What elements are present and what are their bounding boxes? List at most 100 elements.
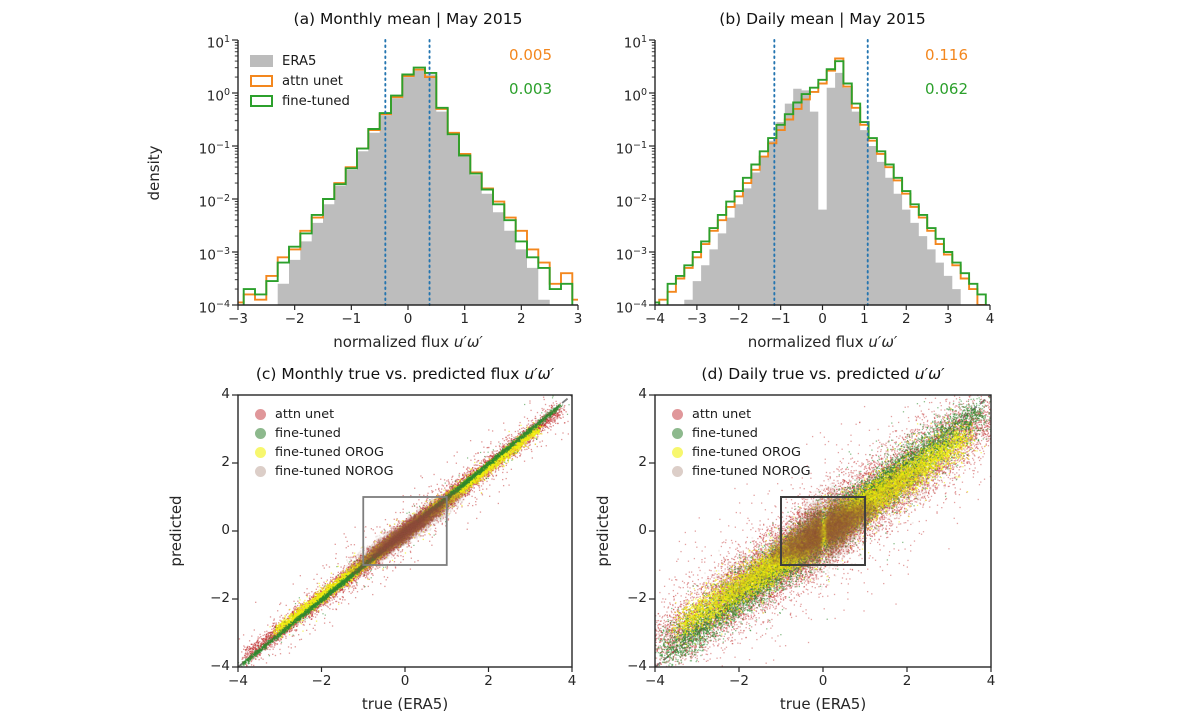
x-tick-label: 4 [985, 311, 995, 327]
axes-overlay [232, 394, 573, 672]
y-tick-label: 100 [623, 87, 647, 105]
legend-label: attn unet [692, 407, 752, 422]
legend-item-attn-unet: attn unet [255, 405, 394, 424]
x-tick-label: 3 [943, 311, 953, 327]
legend-item-attn-unet: attn unet [250, 71, 350, 91]
x-tick-label: −4 [645, 673, 665, 689]
x-tick-label: −2 [284, 311, 305, 327]
scatter-canvas-daily [655, 395, 991, 667]
y-tick-label: −4 [627, 658, 647, 674]
fine-tuned-dot [672, 428, 683, 439]
panel-title: (a) Monthly mean | May 2015 [293, 10, 523, 28]
x-tick-label: 4 [567, 673, 577, 689]
fine-tuned-swatch [250, 95, 273, 107]
panel-daily-scatter: (d) Daily true vs. predicted u′ω′ predic… [594, 365, 995, 713]
density-plot-monthly [232, 39, 579, 310]
legend: attn unet fine-tuned fine-tuned OROG fin… [672, 405, 811, 481]
y-tick-label: 2 [638, 454, 647, 470]
legend-label: fine-tuned [692, 426, 758, 441]
y-tick-label: −2 [627, 590, 647, 606]
x-tick-label: 2 [901, 311, 911, 327]
axes-overlay [649, 394, 992, 672]
y-tick-label: 10−2 [615, 193, 647, 211]
x-tick-label: 3 [573, 311, 583, 327]
y-tick-label: 10−3 [198, 246, 230, 264]
y-tick-label: 4 [638, 386, 647, 402]
x-tick-label: 1 [460, 311, 469, 327]
legend-label: ERA5 [282, 53, 317, 69]
x-tick-label: −1 [770, 311, 791, 327]
x-axis-label: true (ERA5) [779, 695, 867, 713]
panel-monthly-density: (a) Monthly mean | May 2015 density norm… [145, 10, 582, 351]
fine-tuned-dot [255, 428, 266, 439]
y-tick-label: 10−3 [615, 246, 647, 264]
x-axis-label: true (ERA5) [361, 695, 449, 713]
y-tick-label: −4 [210, 658, 230, 674]
x-tick-label: −2 [728, 311, 749, 327]
x-tick-label: −4 [228, 673, 248, 689]
legend-item-fine-tuned-norog: fine-tuned NOROG [672, 462, 811, 481]
legend-item-fine-tuned: fine-tuned [255, 424, 394, 443]
era5-swatch [250, 55, 273, 67]
y-tick-label: 10−1 [198, 140, 230, 158]
y-tick-label: 100 [206, 87, 230, 105]
metric-fine-tuned: 0.062 [925, 80, 968, 98]
x-tick-label: 4 [986, 673, 996, 689]
legend-label: attn unet [275, 407, 335, 422]
panel-daily-density: (b) Daily mean | May 2015 normalized flu… [616, 10, 995, 351]
x-tick-label: 0 [403, 311, 413, 327]
x-tick-label: −3 [686, 311, 707, 327]
y-tick-label: 10−2 [198, 193, 230, 211]
x-tick-label: 1 [860, 311, 869, 327]
metric-attn-unet: 0.005 [509, 46, 552, 64]
fine-tuned-orog-dot [255, 447, 266, 458]
legend-label: fine-tuned OROG [692, 445, 801, 460]
x-tick-label: 2 [902, 673, 912, 689]
legend-item-era5: ERA5 [250, 51, 350, 71]
scatter-canvas-monthly [238, 395, 572, 667]
y-tick-label: 0 [638, 522, 647, 538]
legend-item-fine-tuned-norog: fine-tuned NOROG [255, 462, 394, 481]
x-tick-label: 0 [818, 311, 827, 327]
legend-label: fine-tuned [282, 93, 350, 109]
legend-item-fine-tuned: fine-tuned [250, 91, 350, 111]
legend: ERA5 attn unet fine-tuned [250, 51, 350, 111]
legend-item-fine-tuned-orog: fine-tuned OROG [672, 443, 811, 462]
x-tick-label: −4 [645, 311, 665, 327]
legend-item-attn-unet: attn unet [672, 405, 811, 424]
y-tick-label: 4 [221, 386, 230, 402]
x-tick-label: −2 [729, 673, 749, 689]
panel-title: (d) Daily true vs. predicted u′ω′ [701, 365, 945, 383]
y-tick-label: 0 [221, 522, 230, 538]
x-axis-label: normalized flux u′ω′ [747, 333, 898, 351]
x-tick-label: 0 [818, 673, 828, 689]
legend-item-fine-tuned-orog: fine-tuned OROG [255, 443, 394, 462]
x-axis-label: normalized flux u′ω′ [333, 333, 483, 351]
x-tick-label: 2 [517, 311, 526, 327]
x-tick-label: −3 [228, 311, 248, 327]
x-tick-label: −2 [311, 673, 332, 689]
legend-label: attn unet [282, 73, 343, 89]
fine-tuned-norog-dot [672, 466, 683, 477]
y-tick-label: 10−4 [198, 299, 230, 317]
fine-tuned-norog-dot [255, 466, 266, 477]
density-plot-daily [649, 39, 991, 310]
x-tick-label: 2 [484, 673, 493, 689]
panel-title: (c) Monthly true vs. predicted flux u′ω′ [255, 365, 555, 383]
x-tick-label: 0 [400, 673, 410, 689]
legend-label: fine-tuned NOROG [692, 464, 811, 479]
y-tick-label: 10−4 [615, 299, 647, 317]
x-tick-label: −1 [341, 311, 362, 327]
y-tick-label: 2 [221, 454, 230, 470]
panel-title: (b) Daily mean | May 2015 [719, 10, 926, 28]
legend-item-fine-tuned: fine-tuned [672, 424, 811, 443]
y-axis-label: density [145, 145, 163, 200]
legend: attn unet fine-tuned fine-tuned OROG fin… [255, 405, 394, 481]
metric-attn-unet: 0.116 [925, 46, 968, 64]
panel-monthly-scatter: (c) Monthly true vs. predicted flux u′ω′… [167, 365, 576, 713]
y-tick-label: 101 [623, 34, 647, 52]
legend-label: fine-tuned NOROG [275, 464, 394, 479]
attn-unet-swatch [250, 75, 273, 87]
y-tick-label: −2 [210, 590, 230, 606]
